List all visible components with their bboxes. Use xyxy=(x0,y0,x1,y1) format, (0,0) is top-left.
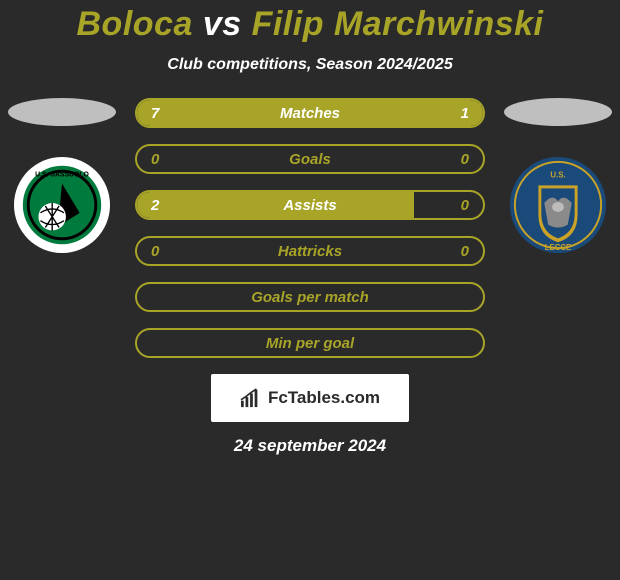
page-title: Boloca vs Filip Marchwinski xyxy=(0,5,620,44)
sassuolo-icon: U.S. SASSUOLO xyxy=(13,156,111,254)
stat-label: Goals xyxy=(137,151,483,168)
fctables-icon xyxy=(240,388,262,408)
player2-name: Filip Marchwinski xyxy=(252,5,544,43)
lecce-icon: U.S. LECCE xyxy=(509,156,607,254)
comparison-card: Boloca vs Filip Marchwinski Club competi… xyxy=(0,0,620,456)
stat-label: Assists xyxy=(137,197,483,214)
club-badge-right: U.S. LECCE xyxy=(509,156,607,254)
stat-label: Hattricks xyxy=(137,243,483,260)
footer-site-name: FcTables.com xyxy=(268,388,380,408)
stat-bar-goals-per-match: Goals per match xyxy=(135,282,485,312)
left-badge-column: U.S. SASSUOLO xyxy=(7,98,117,254)
vs-text: vs xyxy=(203,5,242,43)
main-row: U.S. SASSUOLO 71Matches 00Goals 20Assists 0… xyxy=(0,98,620,358)
stat-label: Min per goal xyxy=(137,335,483,352)
stat-bar-hattricks: 00Hattricks xyxy=(135,236,485,266)
svg-text:LECCE: LECCE xyxy=(545,243,572,252)
stat-bar-matches: 71Matches xyxy=(135,98,485,128)
stat-bar-assists: 20Assists xyxy=(135,190,485,220)
subtitle: Club competitions, Season 2024/2025 xyxy=(0,56,620,74)
stat-label: Matches xyxy=(137,105,483,122)
club-badge-left: U.S. SASSUOLO xyxy=(13,156,111,254)
footer-logo: FcTables.com xyxy=(211,374,409,422)
stats-column: 71Matches 00Goals 20Assists 00Hattricks Goal… xyxy=(135,98,485,358)
player1-name: Boloca xyxy=(77,5,193,43)
svg-text:U.S. SASSUOLO: U.S. SASSUOLO xyxy=(35,172,89,179)
footer-date: 24 september 2024 xyxy=(0,436,620,456)
platform-left xyxy=(8,98,116,126)
right-badge-column: U.S. LECCE xyxy=(503,98,613,254)
svg-text:U.S.: U.S. xyxy=(550,171,565,180)
stat-bar-goals: 00Goals xyxy=(135,144,485,174)
platform-right xyxy=(504,98,612,126)
stat-bar-min-per-goal: Min per goal xyxy=(135,328,485,358)
stat-label: Goals per match xyxy=(137,289,483,306)
